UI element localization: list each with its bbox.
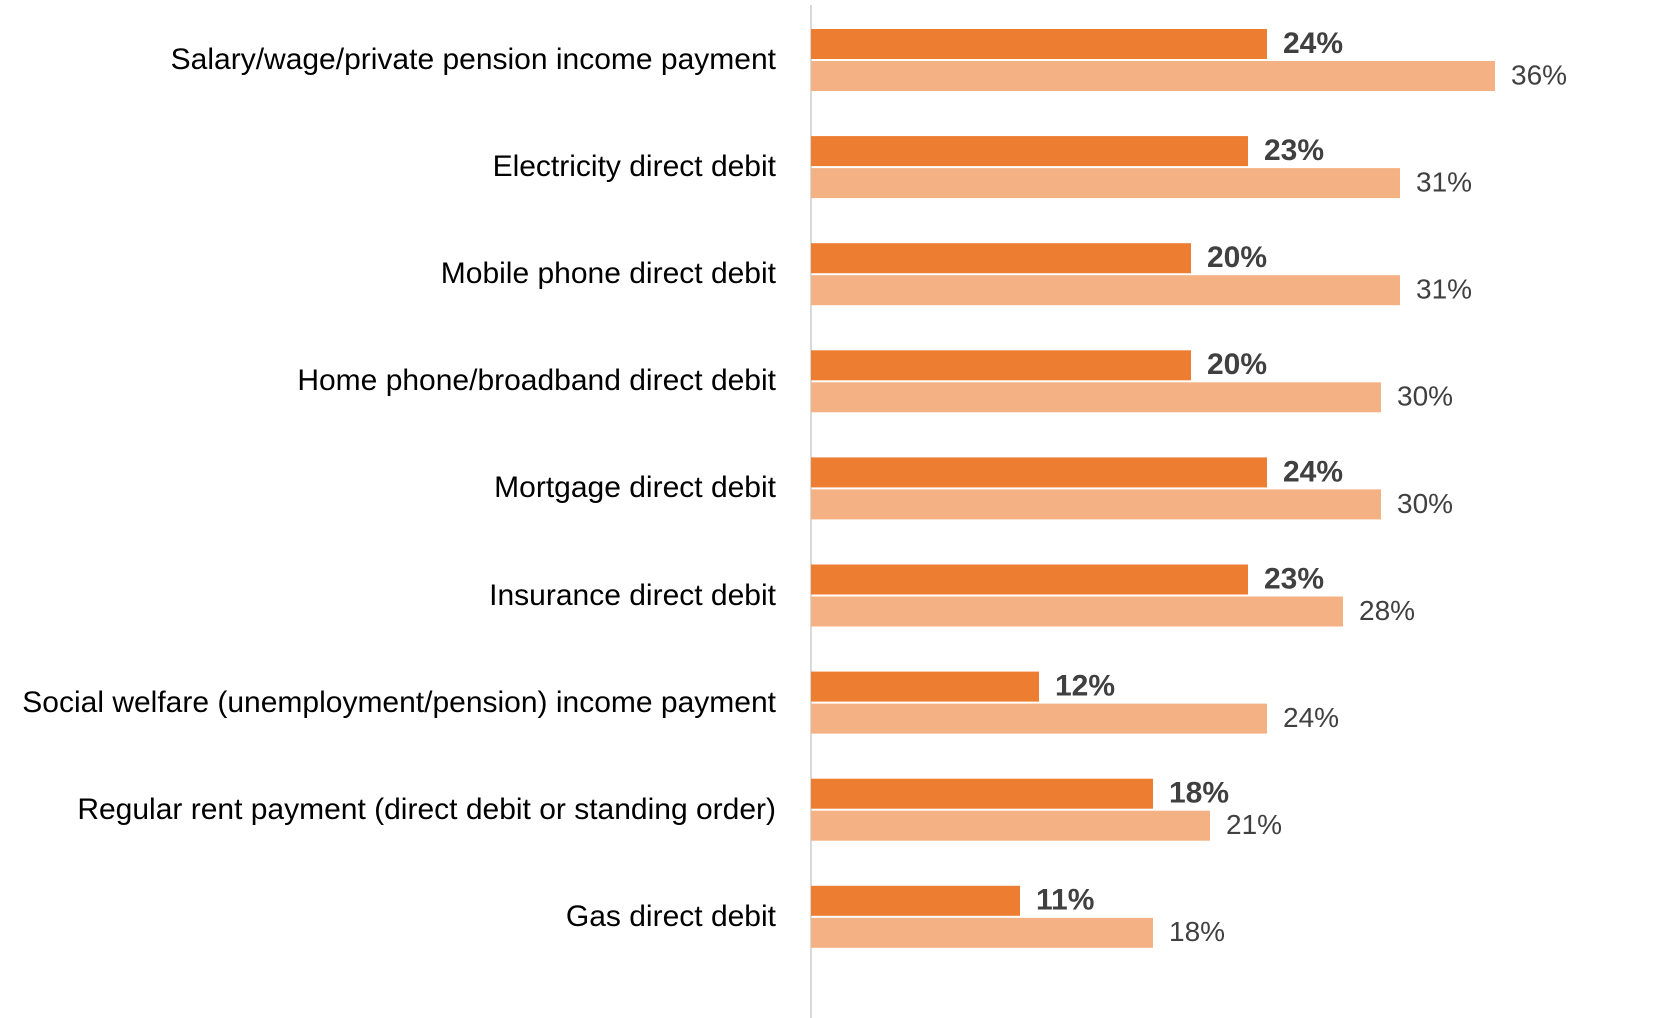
data-label: 31%	[1416, 166, 1472, 197]
category-label: Electricity direct debit	[492, 150, 776, 184]
bar	[811, 382, 1381, 413]
data-label: 28%	[1359, 595, 1415, 626]
category-label: Home phone/broadband direct debit	[297, 364, 776, 398]
category-label: Mortgage direct debit	[494, 471, 776, 505]
bar	[811, 243, 1191, 274]
data-label: 36%	[1511, 59, 1567, 90]
data-label: 20%	[1207, 348, 1267, 381]
data-label: 30%	[1397, 381, 1453, 412]
category-label: Gas direct debit	[565, 899, 776, 933]
data-label: 18%	[1169, 777, 1229, 810]
category-label: Social welfare (unemployment/pension) in…	[22, 685, 776, 719]
bar	[811, 168, 1400, 199]
data-label: 23%	[1264, 562, 1324, 595]
bar	[811, 61, 1495, 91]
data-label: 23%	[1264, 134, 1324, 167]
data-label: 24%	[1283, 27, 1343, 60]
data-label: 31%	[1416, 274, 1472, 305]
bar	[811, 703, 1267, 734]
data-label: 24%	[1283, 455, 1343, 488]
data-label: 11%	[1036, 884, 1094, 917]
category-label: Mobile phone direct debit	[440, 257, 776, 291]
bar	[811, 917, 1153, 948]
data-label: 20%	[1207, 241, 1267, 274]
bar	[811, 29, 1267, 59]
data-label: 12%	[1055, 670, 1115, 703]
bar	[811, 671, 1039, 702]
bar	[811, 136, 1248, 167]
data-label: 30%	[1397, 488, 1453, 519]
bar	[811, 564, 1248, 595]
bar	[811, 810, 1210, 841]
data-label: 18%	[1169, 916, 1225, 947]
data-label: 21%	[1226, 809, 1282, 840]
data-label: 24%	[1283, 702, 1339, 733]
bar	[811, 489, 1381, 520]
bar	[811, 275, 1400, 306]
bar	[811, 885, 1020, 916]
bar	[811, 350, 1191, 381]
bar	[811, 596, 1343, 627]
category-label: Salary/wage/private pension income payme…	[170, 43, 776, 76]
category-label: Insurance direct debit	[489, 578, 776, 612]
bar	[811, 778, 1153, 809]
bar	[811, 457, 1267, 488]
category-label: Regular rent payment (direct debit or st…	[77, 792, 776, 826]
